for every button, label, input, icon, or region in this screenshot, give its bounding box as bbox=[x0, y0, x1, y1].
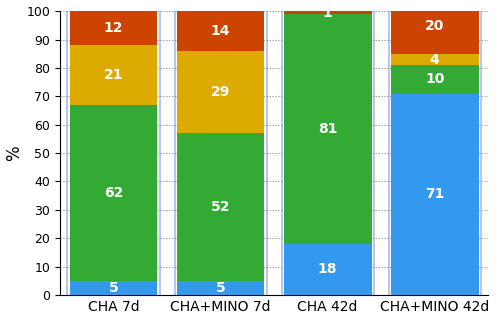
Bar bbox=[284, 11, 372, 14]
Bar bbox=[176, 281, 264, 295]
Text: 5: 5 bbox=[216, 281, 226, 295]
Text: 52: 52 bbox=[211, 200, 231, 214]
Text: 81: 81 bbox=[318, 122, 338, 136]
Bar bbox=[391, 0, 478, 54]
Bar bbox=[70, 11, 158, 45]
Text: 20: 20 bbox=[425, 19, 444, 33]
Text: 71: 71 bbox=[425, 187, 444, 201]
Bar bbox=[176, 51, 264, 133]
Text: 4: 4 bbox=[430, 52, 440, 67]
Bar bbox=[391, 54, 478, 65]
Text: 29: 29 bbox=[211, 85, 230, 99]
Text: 1: 1 bbox=[323, 6, 332, 20]
Bar bbox=[70, 281, 158, 295]
Bar bbox=[176, 11, 264, 51]
Text: 10: 10 bbox=[425, 72, 444, 86]
Text: 12: 12 bbox=[104, 21, 123, 35]
Text: 14: 14 bbox=[211, 24, 231, 38]
Bar bbox=[391, 93, 478, 295]
Bar bbox=[391, 65, 478, 93]
Bar bbox=[70, 45, 158, 105]
Y-axis label: %: % bbox=[6, 145, 24, 161]
Bar bbox=[70, 105, 158, 281]
Text: 18: 18 bbox=[318, 262, 338, 276]
Text: 5: 5 bbox=[108, 281, 118, 295]
Bar bbox=[176, 133, 264, 281]
Bar bbox=[284, 14, 372, 244]
Text: 21: 21 bbox=[104, 68, 123, 82]
Bar bbox=[284, 244, 372, 295]
Text: 62: 62 bbox=[104, 186, 123, 200]
